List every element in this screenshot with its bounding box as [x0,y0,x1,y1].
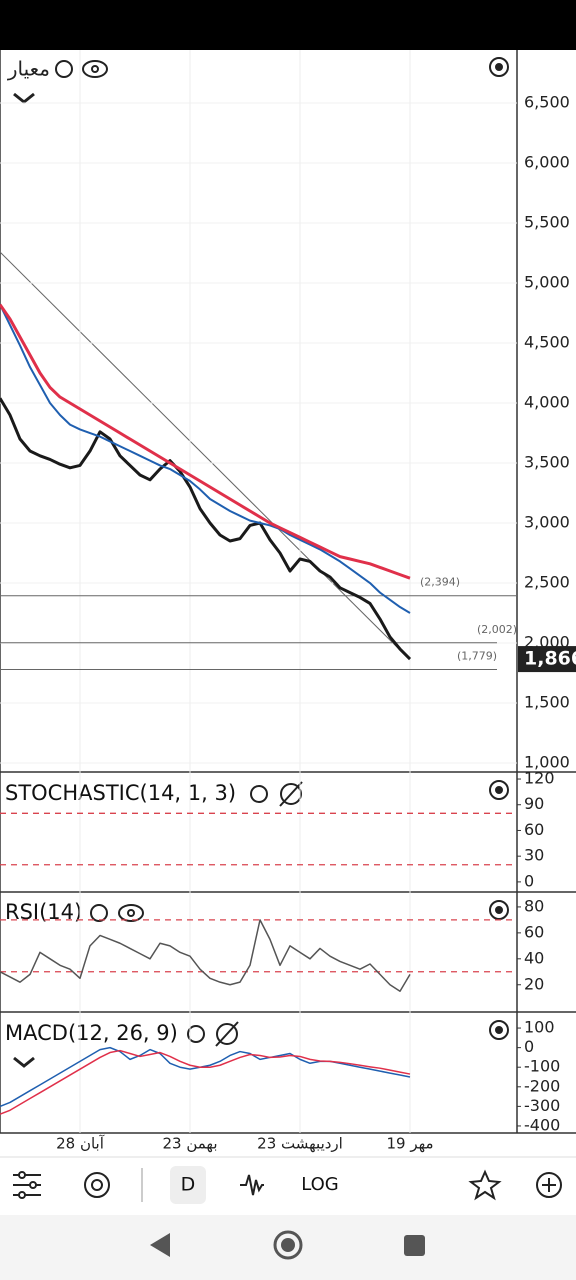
favorite-button[interactable] [468,1169,502,1201]
y-tick-label: 20 [524,974,544,993]
y-tick-label: -300 [524,1096,560,1115]
series-line [0,303,411,580]
y-tick-label: 60 [524,820,544,839]
y-tick-label: -400 [524,1115,560,1134]
target-icon[interactable] [489,57,509,77]
y-tick-label: 6,500 [524,93,570,112]
series-line [0,1049,411,1115]
y-tick-label: 6,000 [524,153,570,172]
symbol-title: معیار [7,57,50,81]
y-tick-label: 60 [524,922,544,941]
toolbar-icons [13,1166,562,1204]
panel-frames [0,50,576,1134]
series-line [0,304,411,614]
indicator-title: MACD(12, 26, 9) [5,1021,178,1045]
y-tick-label: -100 [524,1057,560,1076]
y-tick-label: 0 [524,1037,534,1056]
y-tick-label: 1,000 [524,753,570,772]
trendline [0,251,411,661]
last-price-box [518,646,576,673]
home-button[interactable] [273,1230,303,1260]
y-tick-label: 1,500 [524,693,570,712]
y-tick-label: 2,500 [524,573,570,592]
y-tick-label: 100 [524,1018,555,1037]
y-tick-label: 120 [524,769,555,788]
series-line [0,1046,411,1108]
y-tick-label: 80 [524,896,544,915]
log-toggle[interactable]: LOG [301,1174,339,1195]
indicators-button[interactable] [84,1172,110,1198]
level-label: (1,779) [457,650,497,663]
back-button[interactable] [150,1233,170,1257]
collapse-icon[interactable] [13,92,35,104]
recents-button[interactable] [404,1235,425,1256]
status-bar [0,0,576,50]
x-tick-label: 23 بهمن [162,1135,217,1153]
last-price-label: 1,866 [524,648,576,670]
series-line [0,919,411,992]
y-tick-label: 4,000 [524,393,570,412]
interval-label[interactable]: D [181,1174,196,1196]
y-tick-label: 3,000 [524,513,570,532]
header-icons [13,57,509,1068]
y-tick-label: 0 [524,871,534,890]
settings-icon[interactable] [55,60,73,78]
level-label: (2,394) [420,576,460,589]
y-tick-label: 3,500 [524,453,570,472]
y-tick-label: 5,000 [524,273,570,292]
x-tick-label: 19 مهر [386,1135,433,1153]
filters-button[interactable] [13,1171,41,1199]
y-tick-label: 5,500 [524,213,570,232]
indicator-title: STOCHASTIC(14, 1, 3) [5,781,236,805]
interval-button[interactable] [170,1166,206,1204]
chart-type-button[interactable] [240,1174,264,1196]
y-tick-label: -200 [524,1076,560,1095]
x-tick-label: 28 آبان [56,1135,105,1153]
series-line [0,397,412,661]
y-tick-label: 90 [524,794,544,813]
level-label: (2,002) [477,623,517,636]
add-button[interactable] [536,1172,562,1198]
y-tick-label: 4,500 [524,333,570,352]
x-tick-label: 23 اردیبهشت [257,1135,343,1153]
y-tick-label: 40 [524,948,544,967]
visibility-icon[interactable] [82,60,108,78]
y-tick-label: 30 [524,846,544,865]
